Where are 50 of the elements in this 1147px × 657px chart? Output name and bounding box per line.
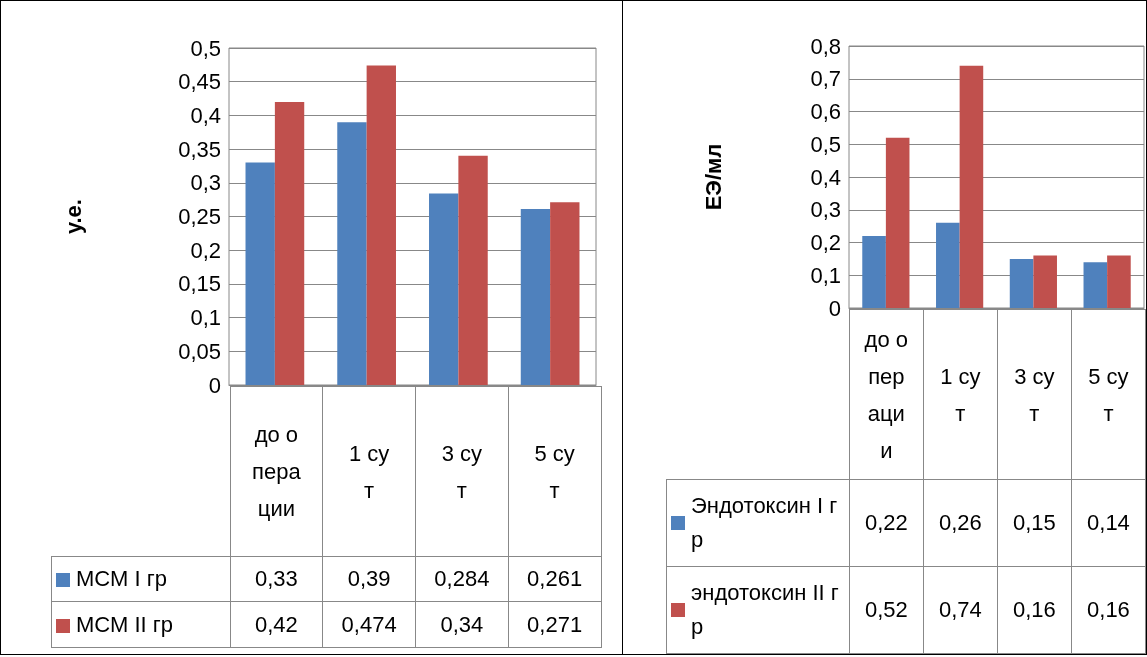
y-tick-label: 0,1 [810, 262, 841, 288]
y-tick-label: 0,6 [810, 99, 841, 124]
data-label: 0,16 [1071, 566, 1146, 654]
data-label: 0,39 [322, 556, 416, 602]
x-tick-label: до операции [251, 421, 302, 523]
data-label: 0,26 [923, 479, 998, 567]
x-tick-label: 1 сут [939, 362, 982, 428]
y-tick-label: 0,4 [810, 164, 841, 190]
x-tick-label: 5 сут [1087, 362, 1130, 428]
x-tick-label: до операции [864, 325, 909, 465]
y-tick-label: 0,35 [178, 136, 221, 162]
y-tick-label: 0,15 [178, 271, 221, 297]
y-tick-label: 0,3 [190, 170, 221, 196]
data-label: 0,33 [230, 556, 323, 602]
x-tick-label: 3 сут [1013, 362, 1056, 428]
y-tick-label: 0,05 [178, 338, 221, 364]
legend-label: эндотоксин II гр [691, 579, 840, 641]
y-tick-label: 0 [208, 372, 221, 398]
data-label: 0,42 [230, 601, 323, 648]
legend-label: Эндотоксин I гр [691, 492, 839, 554]
y-tick-label: 0,7 [810, 66, 841, 92]
data-label: 0,52 [849, 566, 924, 654]
y-tick-label: 0,5 [190, 35, 221, 61]
x-tick-label: 5 сут [533, 439, 576, 505]
y-tick-label: 0,3 [810, 197, 841, 223]
data-label: 0,284 [415, 556, 509, 602]
data-label: 0,474 [322, 601, 416, 648]
data-label: 0,34 [415, 601, 509, 648]
legend-label: МСМ I гр [76, 566, 167, 591]
data-label: 0,271 [508, 601, 601, 648]
y-tick-label: 0 [828, 295, 841, 321]
y-tick-label: 0,5 [810, 131, 841, 157]
y-tick-label: 0,25 [178, 204, 221, 229]
y-tick-label: 0,4 [190, 102, 221, 128]
data-label: 0,22 [849, 479, 924, 567]
legend-label: МСМ II гр [76, 611, 174, 637]
y-axis-title: у.е. [60, 199, 86, 234]
x-tick-label: 3 сут [440, 439, 484, 505]
y-tick-label: 0,45 [178, 69, 221, 95]
data-label: 0,261 [508, 556, 601, 602]
y-tick-label: 0,8 [810, 33, 841, 59]
data-label: 0,74 [923, 566, 998, 654]
x-tick-label: 1 сут [347, 439, 391, 505]
data-label: 0,16 [997, 566, 1072, 654]
data-label: 0,15 [997, 479, 1072, 567]
y-tick-label: 0,2 [810, 230, 841, 255]
y-tick-label: 0,1 [190, 305, 221, 331]
y-axis-title: ЕЭ/мл [700, 143, 726, 211]
data-label: 0,14 [1071, 479, 1146, 567]
y-tick-label: 0,2 [190, 237, 221, 263]
